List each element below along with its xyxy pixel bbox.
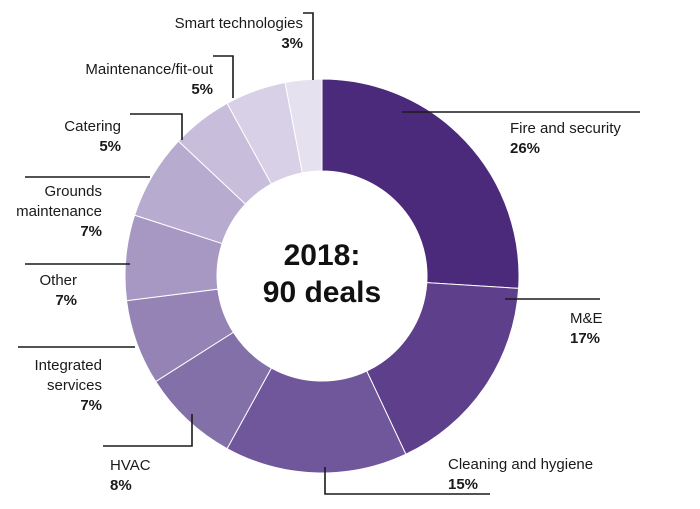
slice-pct-integrated-services: 7%	[80, 397, 102, 414]
slice-label-catering: Catering	[64, 118, 121, 135]
slice-label-smart-technologies: Smart technologies	[175, 15, 303, 32]
slice-pct-hvac: 8%	[110, 477, 132, 494]
slice-pct-smart-technologies: 3%	[281, 35, 303, 52]
slice-label-fire-and-security: Fire and security	[510, 120, 621, 137]
leader-line-hvac	[103, 414, 193, 447]
slice-label-integrated-services-line1: Integrated	[34, 357, 102, 374]
slice-pct-catering: 5%	[99, 138, 121, 155]
leader-line-cleaning-and-hygiene	[324, 467, 490, 495]
leader-line-smart-technologies	[303, 12, 314, 80]
slice-pct-grounds-maintenance: 7%	[80, 223, 102, 240]
leader-line-catering	[130, 113, 183, 140]
slice-pct-fire-and-security: 26%	[510, 140, 540, 157]
slice-pct-cleaning-and-hygiene: 15%	[448, 476, 478, 493]
slice-label-other: Other	[39, 272, 77, 289]
leader-line-maintenance-fit-out	[213, 55, 234, 98]
slice-pct-mande: 17%	[570, 330, 600, 347]
slice-label-integrated-services-line2: services	[47, 377, 102, 394]
center-title-line1: 2018:	[284, 239, 361, 272]
slice-label-grounds-maintenance-line1: Grounds	[44, 183, 102, 200]
slice-smart-technologies	[284, 78, 323, 174]
slice-label-mande: M&E	[570, 310, 603, 327]
slice-pct-maintenance-fit-out: 5%	[191, 81, 213, 98]
slice-fire-and-security	[321, 78, 520, 289]
slice-label-cleaning-and-hygiene: Cleaning and hygiene	[448, 456, 593, 473]
slice-label-hvac: HVAC	[110, 457, 151, 474]
center-title-line2: 90 deals	[263, 276, 381, 309]
slice-pct-other: 7%	[55, 292, 77, 309]
slice-label-grounds-maintenance-line2: maintenance	[16, 203, 102, 220]
slice-label-maintenance-fit-out: Maintenance/fit-out	[85, 61, 213, 78]
